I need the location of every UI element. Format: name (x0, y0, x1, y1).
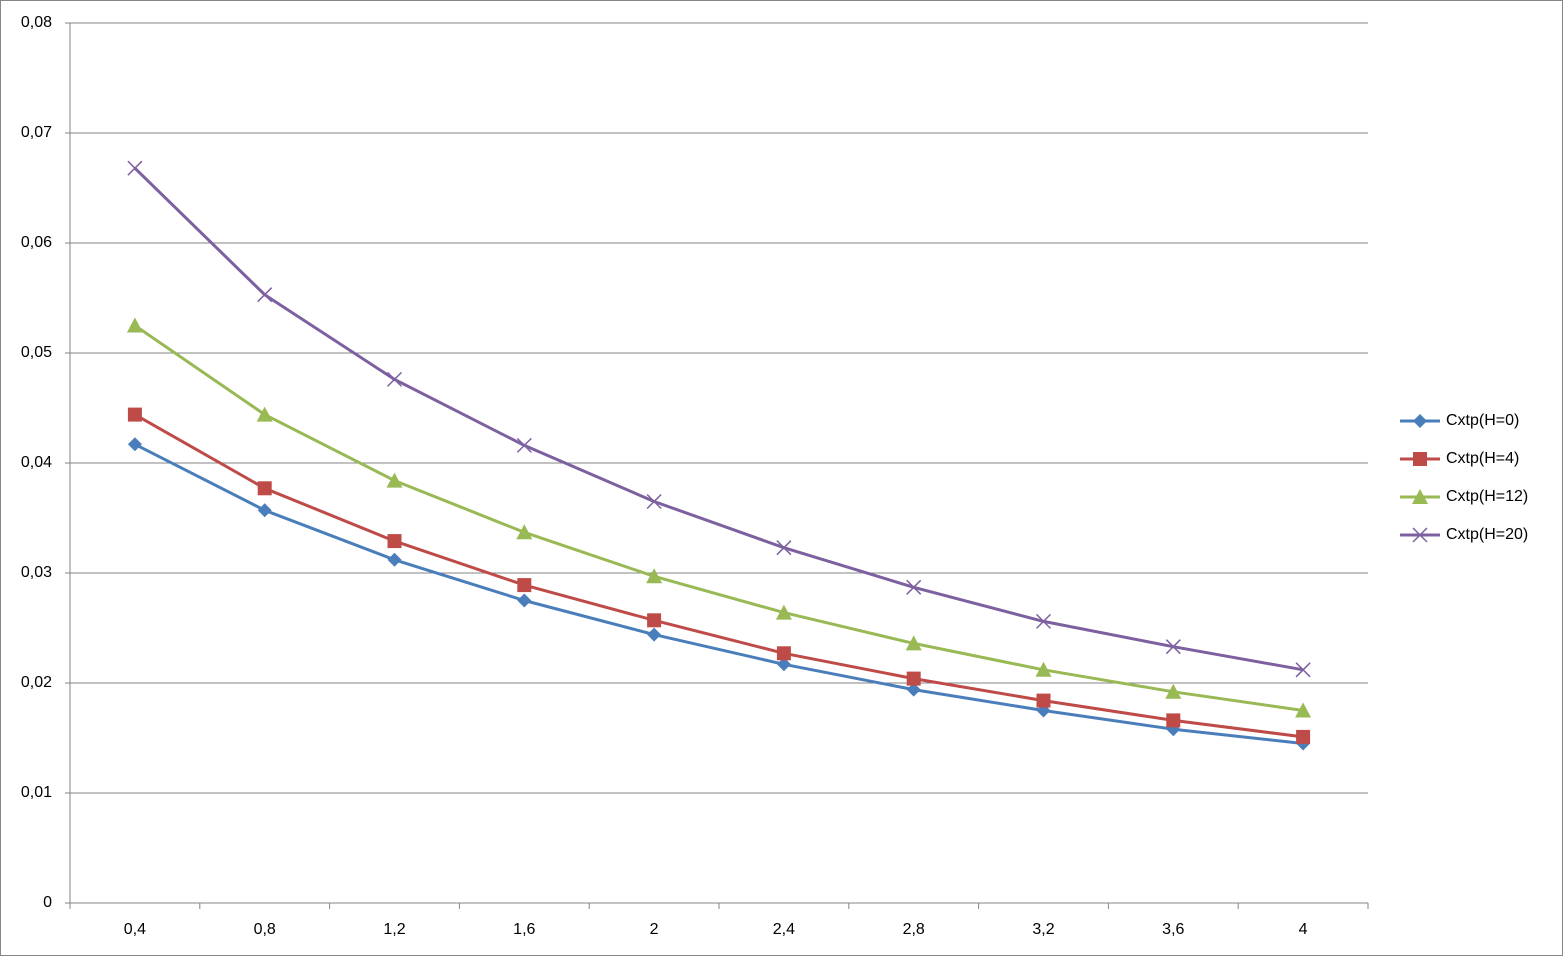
data-point (647, 613, 662, 628)
data-point (257, 503, 272, 518)
y-tick-label: 0,01 (21, 784, 52, 801)
legend-marker (1412, 489, 1428, 504)
legend-marker (1412, 527, 1428, 543)
x-tick-label: 1,6 (513, 921, 535, 938)
data-point (646, 568, 663, 584)
data-point (127, 160, 143, 176)
series-line (134, 324, 1304, 712)
data-point (1036, 693, 1051, 708)
y-tick-label: 0,04 (21, 454, 52, 471)
y-tick-label: 0,08 (21, 14, 52, 31)
x-tick-label: 0,4 (124, 921, 146, 938)
legend-label: Cxtp(H=0) (1446, 412, 1519, 429)
data-point (386, 371, 403, 387)
data-point (387, 534, 402, 549)
data-point (647, 627, 662, 642)
data-point (257, 481, 272, 496)
data-point (387, 552, 402, 567)
y-tick-label: 0,02 (21, 674, 52, 691)
series-line (134, 442, 1304, 745)
data-point (386, 472, 403, 488)
series-line (134, 413, 1304, 739)
data-point (776, 540, 792, 556)
data-point (1166, 713, 1181, 728)
y-tick-label: 0,06 (21, 234, 52, 251)
data-point (517, 593, 532, 608)
data-point (1295, 662, 1311, 678)
data-point (1035, 613, 1052, 629)
x-tick-label: 3,6 (1162, 921, 1184, 938)
data-point (1165, 683, 1182, 699)
data-point (126, 317, 143, 333)
data-point (516, 437, 532, 453)
data-point (776, 646, 791, 661)
x-tick-label: 4 (1299, 921, 1308, 938)
data-point (257, 287, 273, 303)
legend-marker (1413, 414, 1427, 428)
y-tick-label: 0 (43, 894, 52, 911)
data-point (1295, 702, 1312, 718)
legend-label: Cxtp(H=20) (1446, 526, 1528, 543)
data-point (1296, 729, 1311, 744)
data-point (905, 635, 922, 651)
data-point (127, 437, 142, 452)
y-tick-label: 0,03 (21, 564, 52, 581)
data-point (775, 604, 792, 620)
y-tick-label: 0,05 (21, 344, 52, 361)
data-point (517, 578, 532, 593)
data-point (776, 657, 791, 672)
x-tick-label: 0,8 (254, 921, 276, 938)
data-point (646, 493, 662, 510)
x-tick-label: 2 (650, 921, 659, 938)
data-point (127, 407, 142, 422)
y-tick-label: 0,07 (21, 124, 52, 141)
x-tick-label: 2,4 (773, 921, 795, 938)
x-tick-label: 2,8 (903, 921, 925, 938)
legend-marker (1413, 452, 1427, 466)
legend-label: Cxtp(H=12) (1446, 488, 1528, 505)
data-point (1035, 661, 1052, 677)
data-point (906, 579, 922, 595)
data-point (906, 682, 921, 697)
data-point (906, 671, 921, 686)
data-point (1165, 639, 1181, 655)
x-tick-label: 1,2 (383, 921, 405, 938)
x-tick-label: 3,2 (1032, 921, 1054, 938)
series-line (133, 167, 1304, 672)
data-point (256, 406, 273, 422)
data-point (516, 524, 533, 540)
legend-label: Cxtp(H=4) (1446, 450, 1519, 467)
